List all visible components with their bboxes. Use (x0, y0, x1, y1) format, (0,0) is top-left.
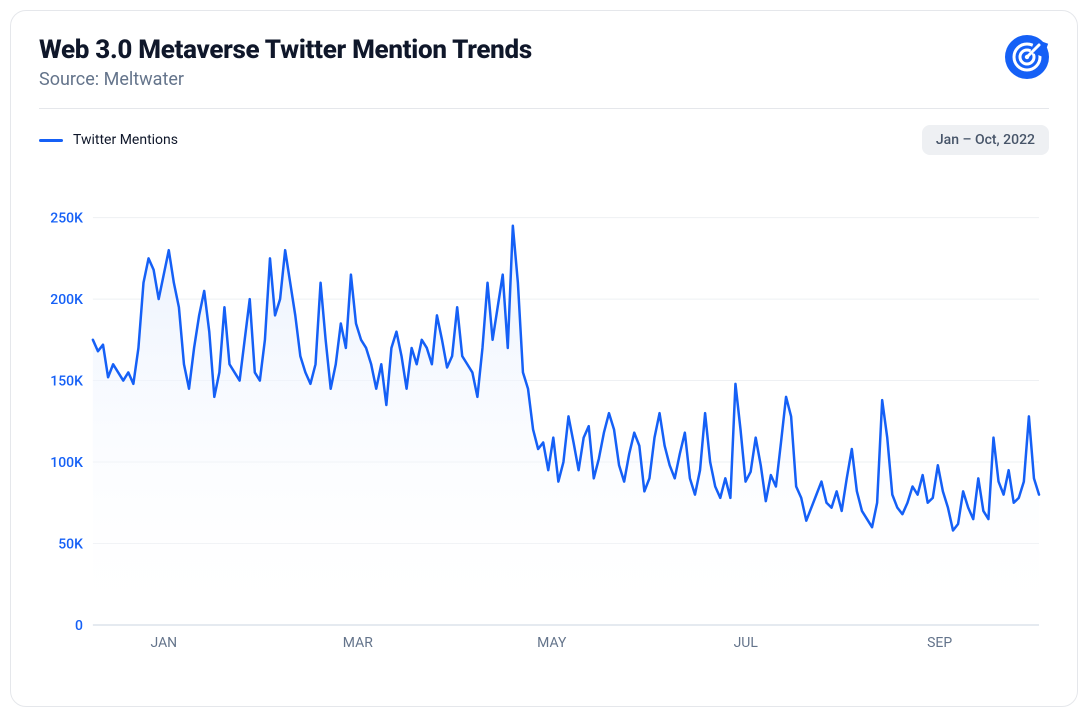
svg-text:100K: 100K (50, 455, 83, 471)
line-chart-svg: 0 50K 100K 150K 200K 250K JAN MAR MAY JUL SEP (39, 175, 1049, 653)
x-axis-tick: SEP (927, 635, 952, 651)
x-axis-tick: MAY (537, 635, 567, 651)
legend-item: Twitter Mentions (39, 132, 178, 148)
chart-title: Web 3.0 Metaverse Twitter Mention Trends (39, 35, 532, 65)
x-axis-tick: JUL (734, 635, 759, 651)
card-header: Web 3.0 Metaverse Twitter Mention Trends… (39, 35, 1049, 90)
svg-text:250K: 250K (50, 211, 83, 227)
y-axis-tick: 200K (50, 292, 1039, 308)
x-axis-tick: JAN (151, 635, 178, 651)
svg-text:150K: 150K (50, 374, 83, 390)
header-divider (39, 108, 1049, 109)
x-axis-tick: MAR (343, 635, 373, 651)
chart-area: 0 50K 100K 150K 200K 250K JAN MAR MAY JUL SEP (39, 175, 1049, 653)
svg-text:0: 0 (75, 618, 83, 634)
dappradar-logo-icon (1005, 35, 1049, 79)
legend-label: Twitter Mentions (73, 132, 178, 148)
title-block: Web 3.0 Metaverse Twitter Mention Trends… (39, 35, 532, 90)
chart-subtitle: Source: Meltwater (39, 69, 532, 90)
chart-card: Web 3.0 Metaverse Twitter Mention Trends… (10, 10, 1078, 707)
y-axis-tick: 250K (50, 211, 1039, 227)
date-range-badge: Jan – Oct, 2022 (922, 125, 1049, 155)
area-fill (93, 226, 1039, 625)
legend-swatch (39, 139, 63, 142)
legend-row: Twitter Mentions Jan – Oct, 2022 (39, 125, 1049, 155)
svg-text:50K: 50K (58, 537, 83, 553)
svg-text:200K: 200K (50, 292, 83, 308)
